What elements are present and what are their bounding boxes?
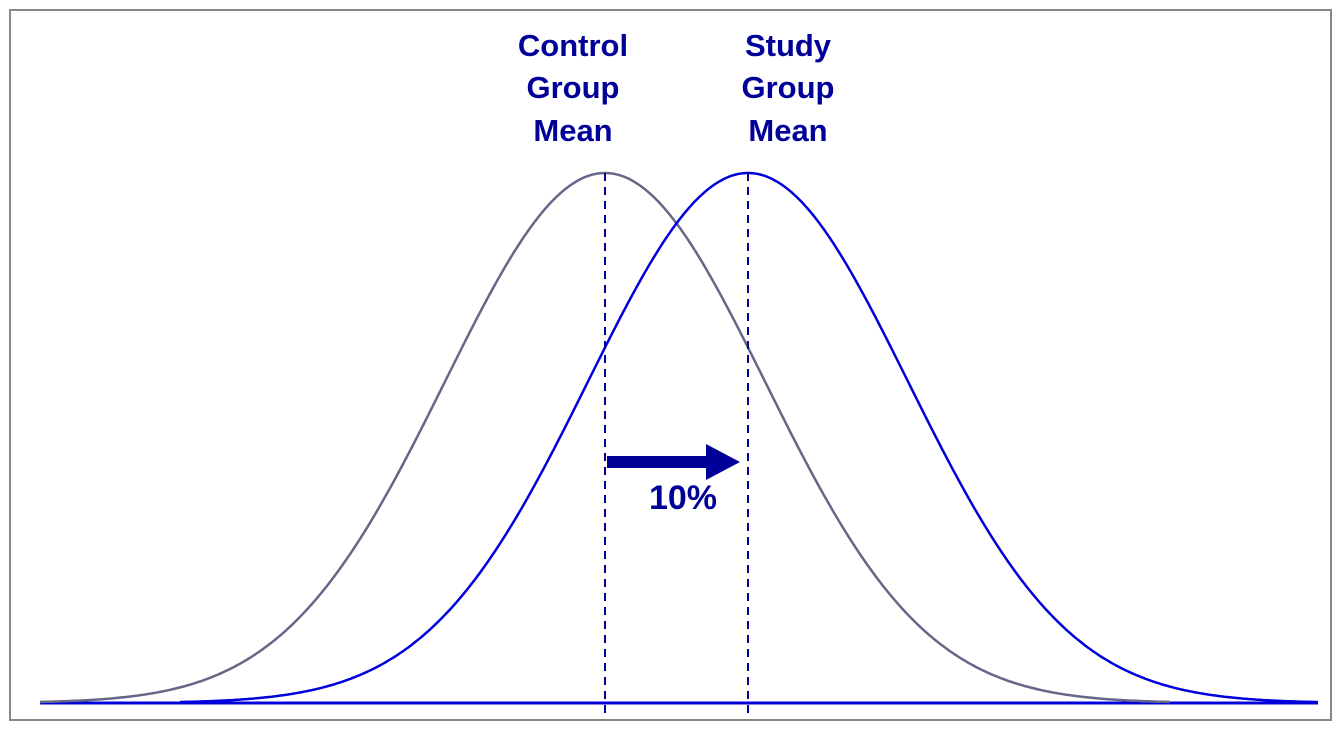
study-label-line: Mean — [748, 113, 827, 148]
study-label-line: Group — [742, 70, 835, 105]
shift-arrow-head — [706, 444, 740, 480]
study-label-line: Study — [745, 28, 832, 63]
frame — [9, 9, 1332, 721]
control-label-line: Group — [527, 70, 620, 105]
control-label-line: Control — [518, 28, 628, 63]
shift-label: 10% — [649, 479, 717, 517]
control-label-line: Mean — [533, 113, 612, 148]
